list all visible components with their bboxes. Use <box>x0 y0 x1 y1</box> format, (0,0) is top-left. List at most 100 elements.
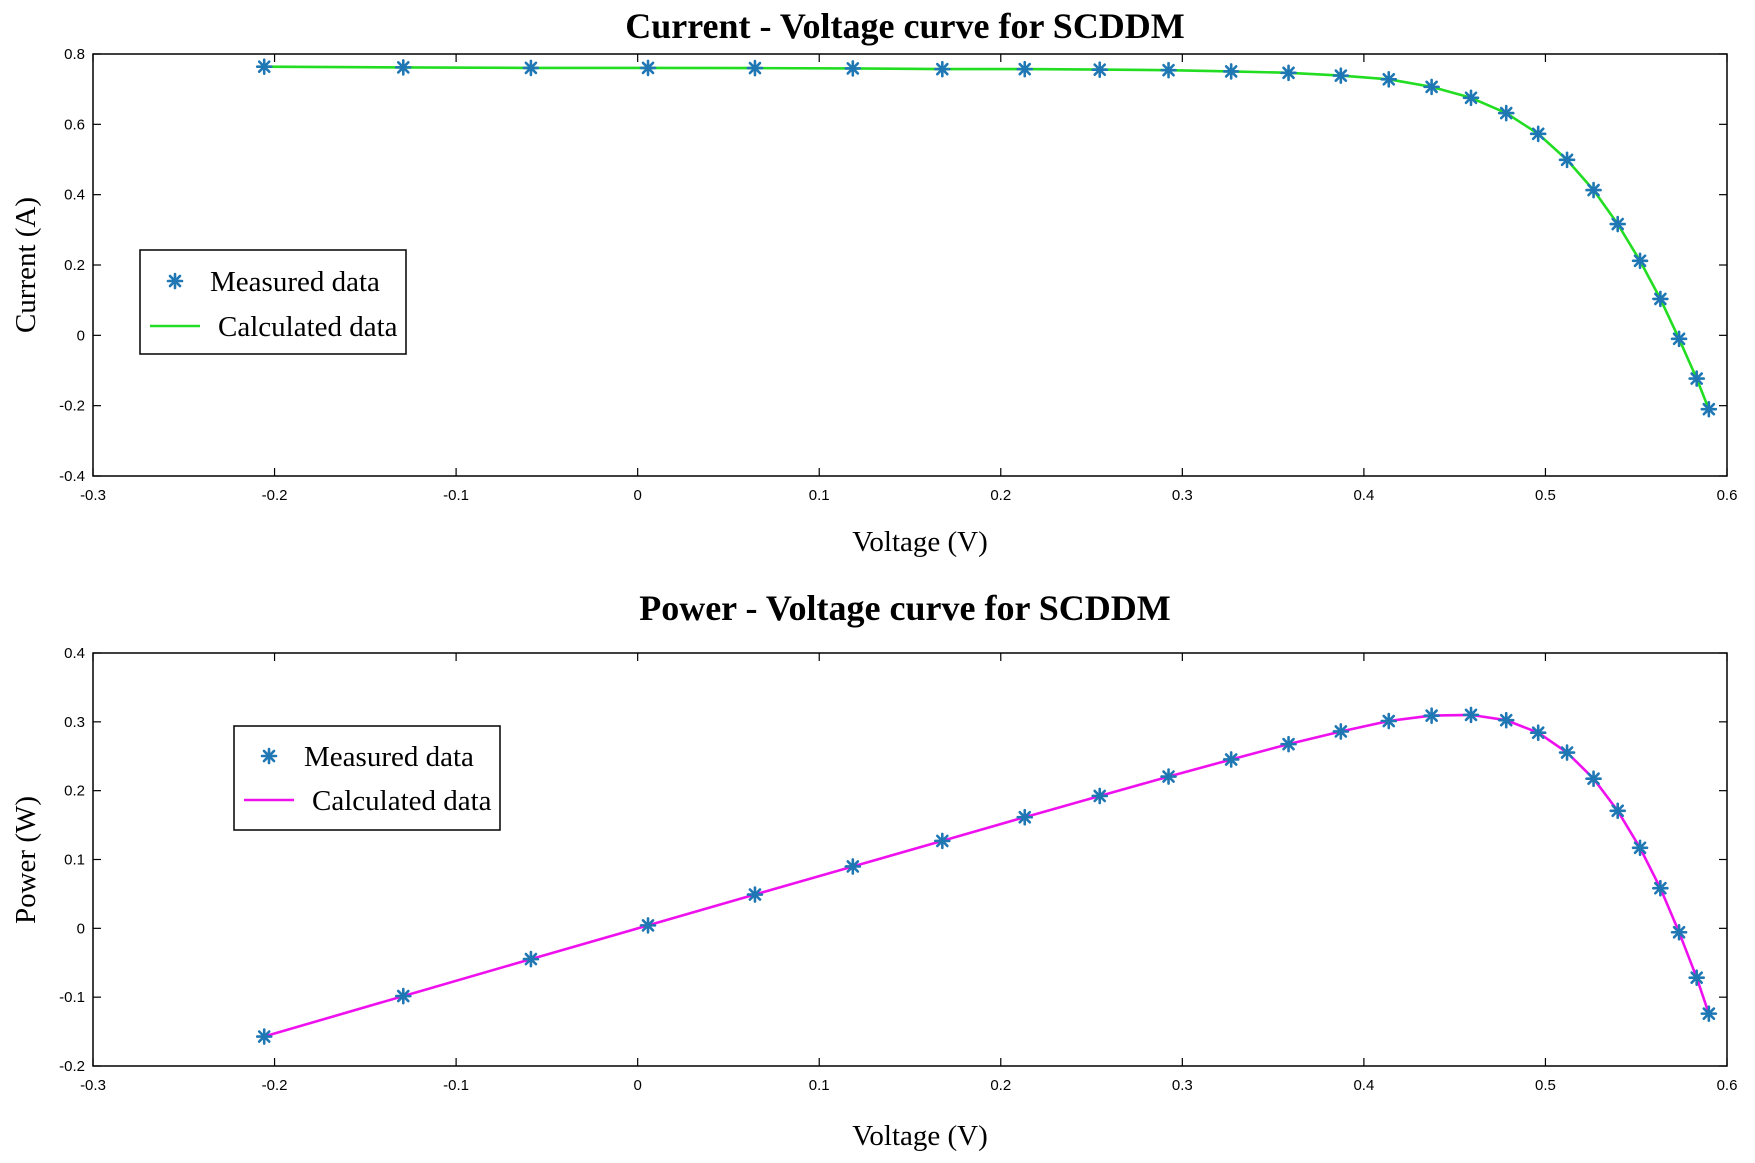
measured-data-point <box>1423 78 1440 96</box>
x-axis-label: Voltage (V) <box>852 526 988 558</box>
x-tick-label: -0.2 <box>262 1077 288 1094</box>
measured-data-point <box>255 58 273 75</box>
plot-area-frame <box>92 652 1728 1067</box>
legend-measured-label: Measured data <box>304 741 474 773</box>
legend-calculated-label: Calculated data <box>312 785 492 817</box>
measured-data-point <box>1423 707 1440 724</box>
measured-data-point <box>1497 104 1515 122</box>
measured-data-point <box>1529 724 1547 742</box>
y-tick-label: 0.4 <box>64 187 85 204</box>
y-tick-label: 0.2 <box>64 257 85 274</box>
measured-data-point <box>522 950 540 968</box>
y-tick-label: 0.3 <box>64 714 85 731</box>
legend-asterisk-icon <box>260 747 278 765</box>
x-tick-label: 0 <box>633 1077 641 1094</box>
calculated-data-line <box>264 65 1711 410</box>
legend-calculated-label: Calculated data <box>218 311 398 343</box>
measured-data-point <box>1016 60 1034 78</box>
measured-data-point <box>1332 723 1350 740</box>
measured-data-point <box>1380 71 1398 88</box>
x-tick-label: 0.6 <box>1717 1077 1738 1094</box>
y-tick-label: -0.2 <box>59 398 85 415</box>
legend-asterisk-icon <box>166 272 184 290</box>
measured-data-point <box>1462 89 1480 107</box>
x-tick-label: -0.3 <box>80 487 106 504</box>
measured-data-point <box>1529 125 1547 143</box>
measured-data-point <box>934 832 951 850</box>
calculated-data-line-group <box>264 65 1711 410</box>
measured-data-point <box>934 60 951 78</box>
measured-data-point <box>1670 330 1688 348</box>
legend-box <box>233 725 501 831</box>
measured-data-point <box>746 59 764 77</box>
current-voltage-chart: Current - Voltage curve for SCDDM -0.3 -0… <box>10 6 1737 558</box>
axis-ticks: -0.3 -0.2 -0.1 0 0.1 0.2 0.3 0.4 0.5 0.6 -0.4 -0.2 0… <box>59 46 1737 504</box>
measured-data-point <box>1222 751 1240 768</box>
chart-title: Current - Voltage curve for SCDDM <box>625 6 1185 46</box>
measured-data-point <box>1700 400 1718 418</box>
legend-measured-label: Measured data <box>210 266 380 298</box>
measured-data-point <box>255 1028 273 1045</box>
legend-measured-marker <box>260 747 278 765</box>
measured-data-point <box>1558 151 1576 169</box>
measured-data-point <box>1222 63 1240 80</box>
y-tick-label: 0.1 <box>64 852 85 869</box>
measured-data-point <box>1652 879 1669 897</box>
legend: Measured data Calculated data <box>233 725 501 831</box>
measured-data-point <box>1497 711 1515 729</box>
y-tick-label: 0 <box>77 327 85 344</box>
y-tick-label: 0.4 <box>64 645 85 662</box>
power-voltage-chart: Power - Voltage curve for SCDDM -0.3 -0.2… <box>10 588 1737 1152</box>
measured-data-point <box>639 59 657 77</box>
y-axis-label: Power (W) <box>10 796 42 924</box>
legend-box <box>139 249 407 355</box>
measured-data-point <box>1462 706 1480 724</box>
x-tick-label: 0.3 <box>1172 487 1193 504</box>
y-tick-label: -0.2 <box>59 1058 85 1075</box>
measured-data-point <box>1016 808 1034 826</box>
measured-data-points-group <box>255 58 1718 418</box>
x-tick-label: 0.1 <box>809 1077 830 1094</box>
measured-data-points-group <box>255 706 1718 1045</box>
x-tick-label: 0.1 <box>809 487 830 504</box>
measured-data-point <box>1585 181 1602 199</box>
y-tick-label: 0.8 <box>64 46 85 63</box>
x-tick-label: -0.1 <box>443 487 469 504</box>
x-tick-label: 0.5 <box>1535 487 1556 504</box>
x-tick-label: -0.3 <box>80 1077 106 1094</box>
x-axis-label: Voltage (V) <box>852 1120 988 1152</box>
measured-data-point <box>639 917 657 934</box>
measured-data-point <box>1652 290 1669 308</box>
measured-data-point <box>522 59 540 77</box>
measured-data-point <box>1332 67 1350 84</box>
measured-data-point <box>1280 735 1297 753</box>
y-tick-label: -0.4 <box>59 468 85 485</box>
measured-data-point <box>1091 61 1109 78</box>
y-tick-label: 0.2 <box>64 783 85 800</box>
x-tick-label: -0.1 <box>443 1077 469 1094</box>
chart-title: Power - Voltage curve for SCDDM <box>639 588 1171 628</box>
legend-measured-marker <box>166 272 184 290</box>
measured-data-point <box>1700 1005 1718 1022</box>
x-tick-label: 0.2 <box>990 487 1011 504</box>
x-tick-label: 0.6 <box>1717 487 1738 504</box>
measured-data-point <box>1160 61 1177 79</box>
x-tick-label: 0.4 <box>1353 487 1374 504</box>
legend: Measured data Calculated data <box>139 249 407 355</box>
x-tick-label: 0 <box>633 487 641 504</box>
measured-data-point <box>844 858 862 875</box>
measured-data-point <box>1091 787 1109 805</box>
measured-data-point <box>844 60 862 77</box>
measured-data-point <box>1688 370 1705 387</box>
measured-data-point <box>1609 215 1627 233</box>
measured-data-point <box>1380 712 1398 730</box>
measured-data-point <box>1585 770 1602 787</box>
measured-data-point <box>394 987 412 1005</box>
measured-data-point <box>1558 744 1576 761</box>
axis-ticks: -0.3 -0.2 -0.1 0 0.1 0.2 0.3 0.4 0.5 0.6 -0.2 -0.1 0… <box>59 645 1737 1094</box>
measured-data-point <box>746 886 764 903</box>
y-axis-label: Current (A) <box>10 197 42 333</box>
calculated-data-line <box>263 713 1711 1038</box>
measured-data-point <box>1670 923 1688 941</box>
